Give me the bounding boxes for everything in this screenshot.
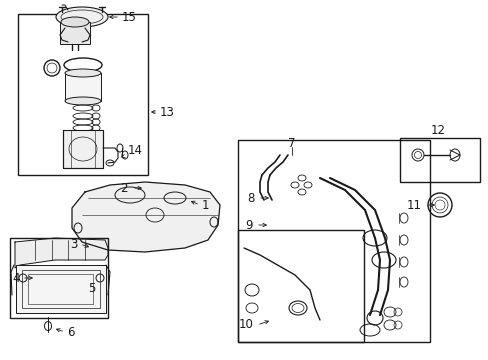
Bar (65, 73, 101, 101)
Text: 5: 5 (88, 282, 95, 294)
Text: 1: 1 (202, 198, 209, 212)
Text: 3: 3 (70, 238, 78, 251)
Bar (238, 140, 429, 342)
Text: 14: 14 (128, 144, 142, 157)
Bar (10, 238, 108, 318)
Text: 10: 10 (239, 319, 253, 332)
Ellipse shape (65, 69, 101, 77)
Bar (399, 138, 479, 182)
Text: 13: 13 (160, 105, 175, 118)
Text: 4: 4 (13, 271, 20, 284)
Text: 12: 12 (429, 123, 445, 136)
Ellipse shape (61, 17, 89, 27)
Ellipse shape (56, 7, 108, 27)
Polygon shape (15, 238, 108, 268)
Polygon shape (72, 182, 220, 252)
Bar (60, 22, 90, 44)
Bar (63, 130, 103, 168)
Bar (28, 274, 93, 304)
Bar (16, 265, 106, 313)
Text: 6: 6 (67, 325, 74, 338)
Text: 9: 9 (245, 219, 252, 231)
Text: 11: 11 (406, 198, 421, 212)
Text: 2: 2 (120, 181, 128, 194)
Text: 8: 8 (247, 192, 254, 204)
Bar (22, 270, 100, 308)
Text: 15: 15 (122, 10, 137, 23)
Bar (238, 230, 363, 342)
Bar (18, 14, 148, 175)
Text: 7: 7 (287, 136, 295, 149)
Ellipse shape (65, 97, 101, 105)
